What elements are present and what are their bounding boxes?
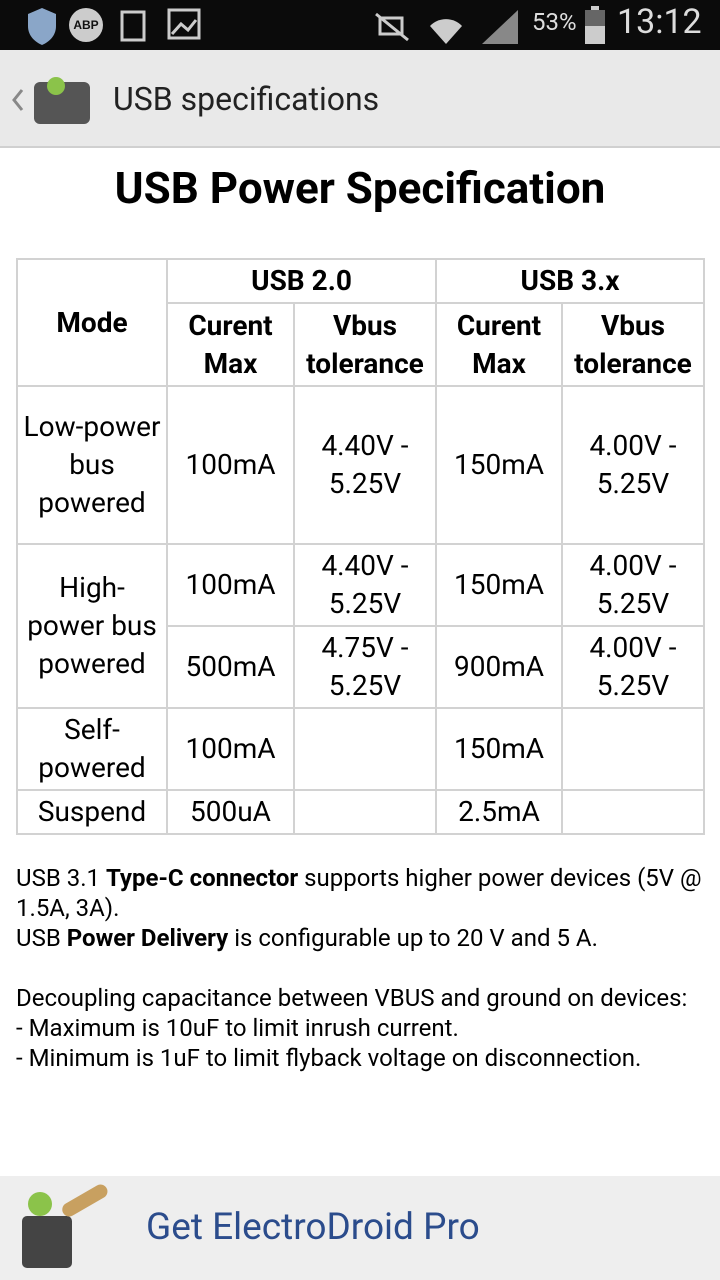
image-icon [167, 8, 201, 40]
table-cell: Low-power bus powered [16, 385, 168, 545]
header-cell: USB 2.0 [166, 258, 437, 304]
banner-icon [22, 1184, 108, 1268]
table-cell [293, 707, 437, 791]
note-line: USB 3.1 Type-C connector supports higher… [16, 863, 706, 923]
header-cell: Curent Max [166, 302, 295, 387]
table-cell: 100mA [166, 707, 295, 791]
table-cell: Self-powered [16, 707, 168, 791]
table-cell: 4.40V - 5.25V [293, 543, 437, 627]
app-bar: USB specifications [0, 50, 720, 148]
table-cell: 4.00V - 5.25V [561, 385, 705, 545]
note-bold: Type-C connector [105, 864, 299, 892]
note-text: is configurable up to 20 V and 5 A. [228, 924, 598, 952]
banner-label[interactable]: Get ElectroDroid Pro [146, 1206, 480, 1249]
shield-icon [28, 8, 56, 45]
page-heading: USB Power Specification [114, 162, 606, 214]
note-line: USB Power Delivery is configurable up to… [16, 923, 706, 953]
adblock-icon: ABP [69, 8, 103, 42]
header-cell: Vbus tolerance [561, 302, 705, 387]
signal-icons [375, 10, 518, 44]
header-cell: USB 3.x [435, 258, 705, 304]
note-bold: Power Delivery [66, 924, 229, 952]
note-line: - Minimum is 1uF to limit flyback voltag… [16, 1043, 706, 1073]
note-text: supports higher power devices (5V @ 1.5A… [16, 864, 702, 922]
note-text: USB 3.1 [16, 864, 106, 892]
battery-icon [585, 6, 605, 44]
note-line: - Maximum is 10uF to limit inrush curren… [16, 1013, 706, 1043]
spec-table: Mode USB 2.0 USB 3.x Curent Max Vbus tol… [16, 258, 705, 835]
notes: USB 3.1 Type-C connector supports higher… [16, 863, 706, 1073]
note-text: - Minimum is 1uF to limit flyback voltag… [16, 1044, 642, 1072]
note-text: Decoupling capacitance between VBUS and … [16, 984, 688, 1012]
table-cell: 150mA [435, 385, 563, 545]
notification-icon [120, 10, 146, 42]
note-line: Decoupling capacitance between VBUS and … [16, 983, 706, 1013]
table-cell: 900mA [435, 625, 563, 709]
table-cell: 500uA [166, 789, 295, 835]
table-cell: 100mA [166, 543, 295, 627]
table-cell: 150mA [435, 543, 563, 627]
clock: 13:12 [617, 2, 702, 42]
header-cell: Curent Max [435, 302, 563, 387]
table-cell [561, 707, 705, 791]
table-cell: High-power bus powered [16, 543, 168, 709]
table-cell: 100mA [166, 385, 295, 545]
battery-level: 53% [532, 8, 577, 36]
table-cell: 2.5mA [435, 789, 563, 835]
header-cell: Vbus tolerance [293, 302, 437, 387]
table-cell: 4.40V - 5.25V [293, 385, 437, 545]
promo-banner[interactable]: Get ElectroDroid Pro [0, 1176, 720, 1280]
app-icon[interactable] [8, 60, 108, 140]
table-cell [293, 789, 437, 835]
table-cell: 4.00V - 5.25V [561, 543, 705, 627]
table-cell: 150mA [435, 707, 563, 791]
table-cell [561, 789, 705, 835]
table-cell: 500mA [166, 625, 295, 709]
status-bar: ABP 53% 13:12 [0, 0, 720, 50]
table-cell: Suspend [16, 789, 168, 835]
note-text: - Maximum is 10uF to limit inrush curren… [16, 1014, 459, 1042]
header-cell: Mode [16, 258, 168, 387]
note-text: USB [16, 924, 67, 952]
note-line [16, 953, 706, 983]
table-cell: 4.75V - 5.25V [293, 625, 437, 709]
table-cell: 4.00V - 5.25V [561, 625, 705, 709]
app-title: USB specifications [113, 80, 380, 118]
